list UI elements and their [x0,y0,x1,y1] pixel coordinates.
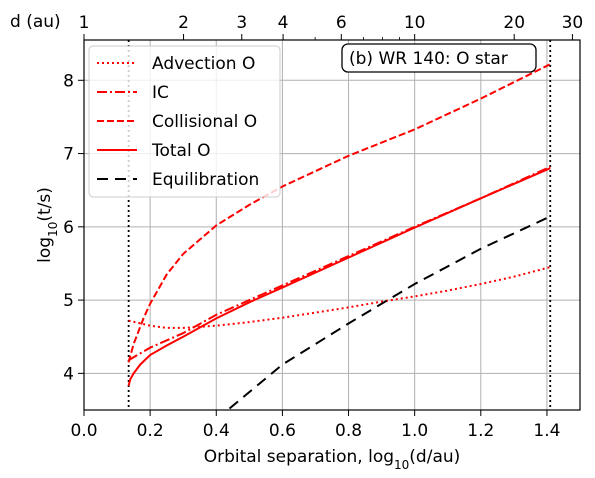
x-tick-label: 0.6 [269,421,296,441]
top-tick-label: 3 [236,13,247,33]
y-tick-label: 7 [63,145,74,165]
annotation-box: (b) WR 140: O star [341,43,537,73]
top-tick-label: 2 [178,13,189,33]
top-tick-label: 10 [404,13,426,33]
x-tick-label: 0.8 [335,421,362,441]
axis-ticks: 0.0 0.2 0.4 0.6 0.8 1.0 1.2 1.4 4 5 6 7 8 1 2 3 4 6 10 20 30 [63,13,583,441]
y-axis-label: log10(t/s) [35,187,60,263]
legend-label: IC [152,83,169,103]
top-tick-label: 20 [503,13,525,33]
top-tick-label: 1 [79,13,90,33]
legend-frame [88,45,281,198]
series-line-equilibration [228,217,548,410]
x-axis-label: Orbital separation, log10(d/au) [204,447,461,472]
x-tick-label: 1.2 [467,421,494,441]
y-tick-label: 8 [63,71,74,91]
series-line-collisional-o [127,63,551,363]
x-tick-label: 0.2 [137,421,164,441]
annotation-text: (b) WR 140: O star [349,49,508,69]
series-lines [127,63,551,410]
top-tick-label: 4 [278,13,289,33]
y-tick-label: 4 [63,364,74,384]
legend-label: Equilibration [152,170,259,190]
legend-label: Collisional O [152,112,257,132]
y-tick-label: 5 [63,291,74,311]
x-tick-label: 0.4 [203,421,230,441]
top-tick-label: 6 [336,13,347,33]
series-line-total-o [127,167,551,387]
legend: Advection O IC Collisional O Total O Equilib… [88,45,281,198]
y-tick-label: 6 [63,218,74,238]
legend-label: Advection O [152,54,255,74]
legend-label: Total O [151,141,211,161]
x-tick-label: 0.0 [70,421,97,441]
plot-frame [83,39,581,411]
x-tick-label: 1.4 [533,421,560,441]
x-tick-label: 1.0 [401,421,428,441]
annotation-frame [341,43,537,73]
top-tick-label: 30 [562,13,584,33]
series-line-advection-o [128,266,551,329]
top-axis-label: d (au) [10,12,61,32]
